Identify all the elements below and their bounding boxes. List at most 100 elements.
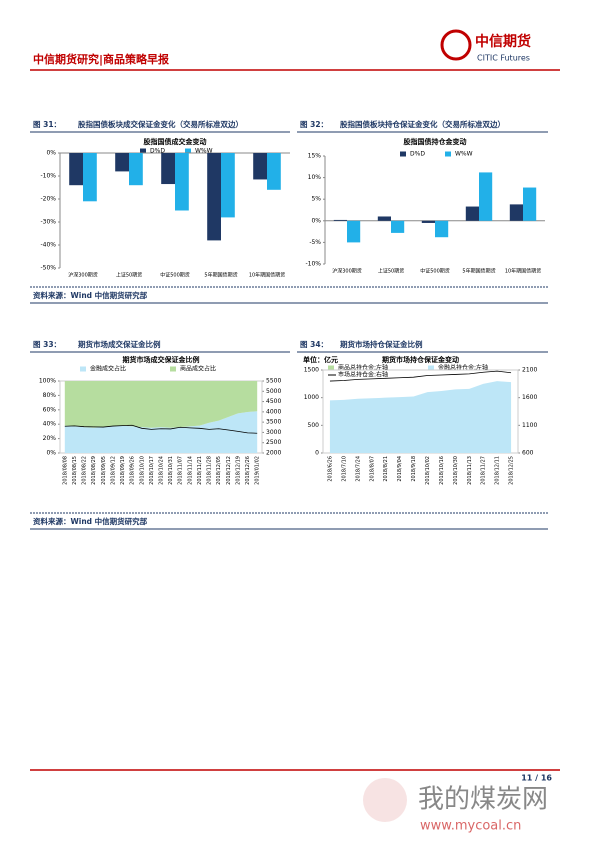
legend-label: 商品总持仓金:左轴	[338, 364, 388, 372]
watermark-cn: 我的煤炭网	[418, 785, 548, 815]
x-tick-label: 2018/10/10	[139, 456, 145, 485]
y-tick-label: 5%	[311, 196, 321, 203]
y2-tick-label: 1100	[522, 422, 537, 429]
legend-swatch	[140, 148, 146, 154]
x-tick-label: 10年期国债期货	[505, 268, 541, 275]
y-tick-label: 0%	[46, 150, 56, 157]
x-tick-label: 2018/11/21	[197, 456, 203, 485]
y-tick-label: 60%	[43, 406, 57, 413]
x-tick-label: 上证50期货	[378, 268, 404, 275]
y-tick-label: -50%	[40, 265, 56, 272]
x-tick-label: 2018/08/22	[82, 456, 88, 485]
x-tick-label: 2018/9/18	[411, 456, 417, 482]
x-tick-label: 中证500期货	[420, 268, 450, 275]
y-tick-label: -20%	[40, 196, 56, 203]
legend-swatch	[185, 148, 191, 154]
x-tick-label: 中证500期货	[160, 272, 190, 279]
x-tick-label: 2018/10/24	[159, 456, 165, 485]
source: 资料来源：Wind 中信期货研究部	[33, 290, 148, 300]
x-tick-label: 2018/09/26	[130, 456, 136, 485]
legend-swatch	[170, 366, 176, 372]
bar	[347, 220, 361, 243]
figure-label: 图 32：	[300, 120, 328, 129]
y-tick-label: -30%	[40, 219, 56, 226]
bar	[333, 219, 347, 221]
bar	[129, 153, 143, 186]
y-tick-label: 10%	[308, 174, 322, 181]
x-tick-label: 2018/10/16	[439, 456, 445, 485]
figure-title: 期货市场成交保证金比例	[78, 339, 161, 349]
bar	[69, 153, 83, 186]
y-tick-label: 0%	[311, 217, 321, 224]
x-tick-label: 2018/7/24	[355, 456, 361, 482]
legend-label: W%W	[455, 151, 473, 158]
x-tick-label: 2018/08/08	[62, 456, 68, 485]
y-tick-label: -10%	[305, 261, 321, 268]
figure-title: 期货市场持仓保证金比例	[340, 339, 423, 349]
line	[64, 424, 258, 434]
y2-tick-label: 4000	[266, 408, 281, 415]
x-tick-label: 2018/09/12	[110, 456, 116, 485]
header-title: 中信期货研究|商品策略早报	[33, 52, 170, 66]
y-tick-label: 0%	[46, 450, 56, 457]
legend-label: W%W	[195, 148, 213, 155]
x-tick-label: 沪深300期货	[332, 268, 362, 275]
y-tick-label: -10%	[40, 173, 56, 180]
area	[329, 381, 512, 453]
x-tick-label: 10年期国债期货	[249, 272, 285, 279]
y-tick-label: 80%	[43, 392, 57, 399]
logo-mark	[440, 29, 472, 61]
line	[329, 370, 512, 382]
bar	[207, 153, 221, 241]
bar	[421, 220, 435, 223]
y2-tick-label: 2100	[522, 367, 537, 374]
area	[64, 381, 258, 428]
watermark-logo	[363, 778, 407, 822]
watermark-url: www.mycoal.cn	[420, 819, 521, 834]
figure-title: 股指国债板块持仓保证金变化（交易所标准双边）	[340, 119, 505, 129]
bar	[161, 153, 175, 185]
x-tick-label: 2018/12/25	[509, 456, 515, 485]
x-tick-label: 5年期国债期货	[462, 268, 495, 275]
y2-tick-label: 5000	[266, 388, 281, 395]
x-tick-label: 2018/08/29	[91, 456, 97, 485]
x-tick-label: 2018/12/12	[226, 456, 232, 485]
y-tick-label: 0	[315, 450, 319, 457]
x-tick-label: 2018/09/05	[101, 456, 107, 485]
x-tick-label: 2018/10/30	[453, 456, 459, 485]
y-tick-label: 500	[308, 422, 320, 429]
y-tick-label: -40%	[40, 242, 56, 249]
figure-title: 股指国债板块成交保证金变化（交易所标准双边）	[78, 119, 243, 129]
area	[64, 411, 258, 453]
x-tick-label: 2019/01/02	[255, 456, 261, 485]
x-tick-label: 2018/11/14	[187, 456, 193, 485]
y-tick-label: 100%	[39, 378, 56, 385]
bar	[523, 187, 537, 221]
bar	[509, 204, 523, 221]
bar	[267, 153, 281, 190]
y-tick-label: -5%	[309, 239, 321, 246]
source: 资料来源：Wind 中信期货研究部	[33, 516, 148, 526]
y-tick-label: 1500	[304, 367, 319, 374]
legend-swatch	[428, 365, 434, 371]
x-tick-label: 2018/08/15	[72, 456, 78, 485]
x-tick-label: 2018/7/10	[341, 456, 347, 482]
x-tick-label: 2018/10/31	[168, 456, 174, 485]
x-tick-label: 2018/8/07	[369, 456, 375, 482]
logo-cn: 中信期货	[475, 33, 531, 50]
x-tick-label: 2018/11/07	[178, 456, 184, 485]
logo-en: CITIC Futures	[477, 54, 530, 63]
x-tick-label: 2018/12/19	[235, 456, 241, 485]
legend-label: 市场总持仓金:右轴	[338, 371, 388, 379]
x-tick-label: 2018/10/17	[149, 456, 155, 485]
chart-title: 期货市场持仓保证金变动	[382, 355, 459, 364]
y2-tick-label: 1600	[522, 394, 537, 401]
x-tick-label: 沪深300期货	[68, 272, 98, 279]
figure-label: 图 31：	[33, 120, 61, 129]
unit-label: 单位：亿元	[303, 355, 338, 364]
bar	[479, 172, 493, 221]
y2-tick-label: 2000	[266, 450, 281, 457]
x-tick-label: 2018/09/19	[120, 456, 126, 485]
y2-tick-label: 2500	[266, 439, 281, 446]
